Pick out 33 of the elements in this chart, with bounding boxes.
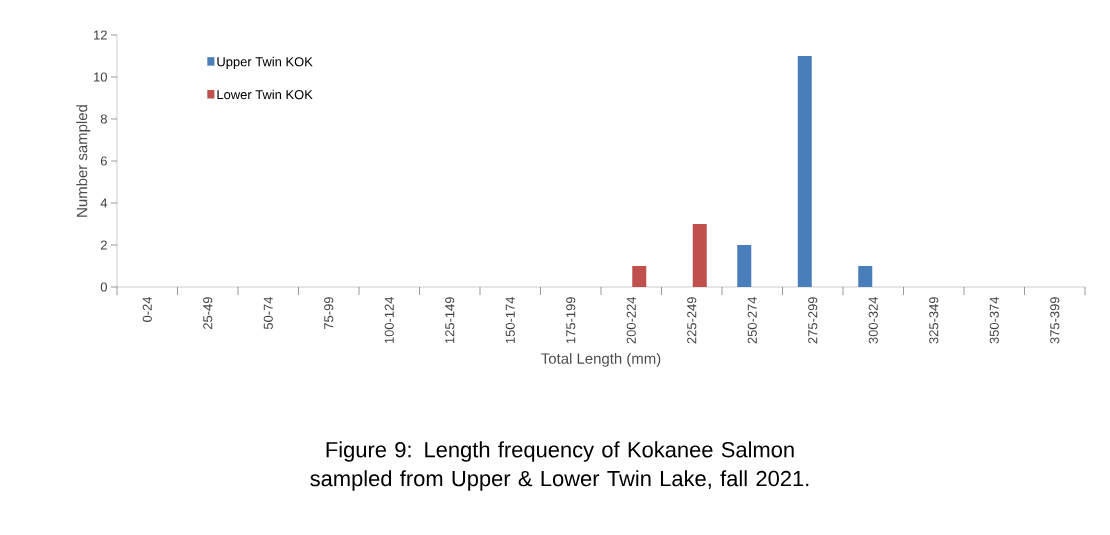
x-tick-label: 325-349 — [929, 297, 939, 344]
bar — [632, 266, 647, 287]
x-tick-label: 25-49 — [203, 297, 213, 329]
x-tick-label: 175-199 — [566, 297, 576, 344]
y-tick-label: 10 — [94, 72, 107, 82]
y-tick-label: 6 — [100, 156, 107, 166]
x-tick-label: 375-399 — [1050, 297, 1060, 344]
x-tick-label: 125-149 — [445, 297, 455, 344]
legend-label: Lower Twin KOK — [217, 89, 313, 100]
x-tick-label: 350-374 — [989, 296, 999, 344]
x-axis-title: Total Length (mm) — [541, 352, 661, 367]
y-tick-label: 2 — [100, 240, 107, 250]
bar — [797, 56, 812, 287]
y-axis-title: Number sampled — [76, 105, 91, 217]
legend-label: Upper Twin KOK — [217, 56, 313, 69]
bar — [737, 245, 752, 287]
caption: Figure 9: Length frequency of Kokanee Salmon sampled from Upper & Lower Twin Lake, fall 2021. — [310, 441, 809, 491]
x-tick-label: 100-124 — [384, 296, 394, 344]
y-tick-label: 4 — [100, 198, 108, 208]
bar — [692, 224, 707, 287]
y-tick-label: 0 — [100, 282, 107, 292]
x-tick-label: 150-174 — [505, 296, 515, 344]
x-tick-label: 75-99 — [324, 297, 334, 329]
bar — [858, 266, 873, 287]
x-tick-label: 275-299 — [808, 297, 818, 344]
x-tick-label: 250-274 — [747, 296, 757, 344]
x-tick-label: 225-249 — [687, 297, 697, 344]
x-tick-label: 0-24 — [142, 296, 152, 322]
y-tick-label: 8 — [100, 114, 107, 124]
y-tick-label: 12 — [94, 30, 107, 40]
x-tick-label: 300-324 — [868, 296, 878, 344]
x-tick-label: 200-224 — [626, 296, 636, 344]
x-tick-label: 50-74 — [263, 296, 273, 330]
